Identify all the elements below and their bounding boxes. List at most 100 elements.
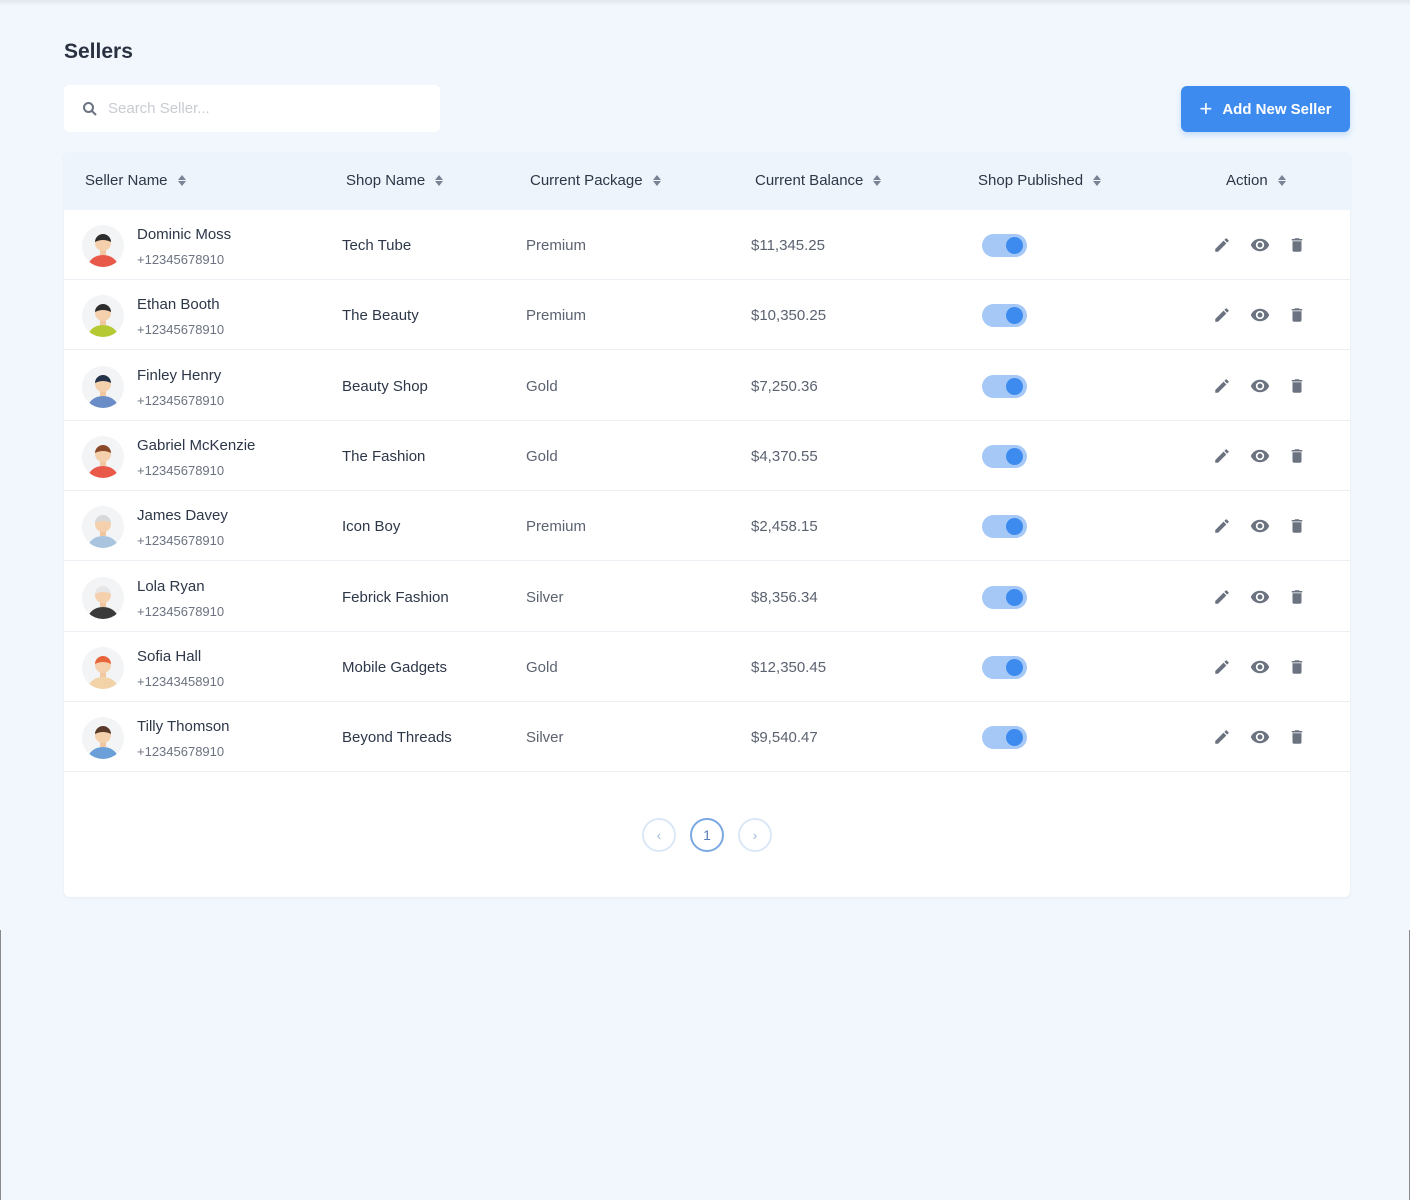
seller-name: Sofia Hall	[137, 647, 202, 665]
column-header-label: Shop Published	[978, 172, 1084, 189]
delete-icon[interactable]	[1286, 515, 1308, 537]
view-icon[interactable]	[1249, 234, 1271, 256]
seller-phone: +12345678910	[137, 462, 225, 478]
view-icon[interactable]	[1249, 515, 1271, 537]
sort-icon[interactable]	[177, 175, 186, 186]
delete-icon[interactable]	[1286, 234, 1308, 256]
current-balance: $2,458.15	[751, 518, 818, 536]
column-header[interactable]: Shop Published	[978, 172, 1102, 189]
sort-icon[interactable]	[873, 175, 882, 186]
delete-icon[interactable]	[1286, 375, 1308, 397]
column-header-label: Current Package	[530, 172, 643, 189]
view-icon[interactable]	[1249, 304, 1271, 326]
column-header[interactable]: Seller Name	[85, 172, 186, 189]
add-new-seller-label: Add New Seller	[1222, 100, 1332, 118]
shop-published-toggle[interactable]	[982, 726, 1027, 750]
edit-icon[interactable]	[1211, 445, 1233, 467]
seller-name: Tilly Thomson	[137, 718, 230, 736]
shop-published-toggle[interactable]	[982, 374, 1027, 398]
seller-phone: +12343458910	[137, 673, 225, 689]
view-icon[interactable]	[1249, 445, 1271, 467]
seller-phone: +12345678910	[137, 533, 225, 549]
shop-published-toggle[interactable]	[982, 444, 1027, 468]
avatar	[82, 646, 124, 689]
sort-icon[interactable]	[1093, 175, 1102, 186]
table-row: Lola Ryan +12345678910 Febrick Fashion S…	[64, 562, 1350, 632]
delete-icon[interactable]	[1286, 445, 1308, 467]
column-header-label: Shop Name	[346, 172, 426, 189]
delete-icon[interactable]	[1286, 726, 1308, 748]
sort-icon[interactable]	[1277, 175, 1286, 186]
delete-icon[interactable]	[1286, 656, 1308, 678]
current-package: Premium	[526, 518, 587, 536]
prev-page-button[interactable]: ‹	[642, 818, 676, 852]
seller-name: Dominic Moss	[137, 226, 232, 243]
delete-icon[interactable]	[1286, 586, 1308, 608]
edit-icon[interactable]	[1211, 515, 1233, 537]
column-header[interactable]: Shop Name	[346, 172, 444, 189]
next-page-button[interactable]: ›	[738, 818, 772, 852]
search-box[interactable]	[64, 85, 440, 132]
shop-published-toggle[interactable]	[982, 234, 1027, 257]
edit-icon[interactable]	[1211, 304, 1233, 326]
table-row: Dominic Moss +12345678910 Tech Tube Prem…	[64, 210, 1350, 280]
current-balance: $12,350.45	[751, 658, 827, 676]
seller-phone: +12345678910	[137, 744, 225, 760]
current-balance: $10,350.25	[751, 307, 827, 325]
add-new-seller-button[interactable]: + Add New Seller	[1181, 86, 1350, 132]
sort-icon[interactable]	[652, 175, 661, 186]
shop-name: Febrick Fashion	[342, 588, 449, 606]
current-package: Gold	[526, 447, 558, 465]
top-shadow	[0, 0, 1410, 6]
table-row: Gabriel McKenzie +12345678910 The Fashio…	[64, 421, 1350, 491]
shop-name: Mobile Gadgets	[342, 658, 448, 676]
seller-name: James Davey	[137, 507, 228, 525]
sort-icon[interactable]	[435, 175, 444, 186]
table-row: Ethan Booth +12345678910 The Beauty Prem…	[64, 280, 1350, 351]
current-balance: $4,370.55	[751, 447, 818, 465]
shop-published-toggle[interactable]	[982, 655, 1027, 679]
table-row: Finley Henry +12345678910 Beauty Shop Go…	[64, 351, 1350, 421]
current-package: Silver	[526, 588, 564, 606]
avatar	[82, 576, 124, 619]
shop-name: Icon Boy	[342, 518, 401, 536]
current-package: Gold	[526, 658, 558, 676]
seller-phone: +12345678910	[137, 603, 225, 619]
sellers-table: Seller Name Shop Name Current Package Curre…	[64, 152, 1350, 897]
delete-icon[interactable]	[1286, 304, 1308, 326]
column-header[interactable]: Current Balance	[755, 172, 882, 189]
current-balance: $9,540.47	[751, 729, 818, 747]
avatar	[82, 365, 124, 408]
shop-published-toggle[interactable]	[982, 304, 1027, 328]
shop-published-toggle[interactable]	[982, 515, 1027, 539]
shop-name: Beauty Shop	[342, 377, 428, 395]
seller-name: Ethan Booth	[137, 296, 220, 314]
edit-icon[interactable]	[1211, 656, 1233, 678]
shop-published-toggle[interactable]	[982, 585, 1027, 609]
shop-name: The Beauty	[342, 307, 419, 325]
edit-icon[interactable]	[1211, 375, 1233, 397]
avatar	[82, 225, 124, 267]
page-1-button[interactable]: 1	[690, 818, 724, 852]
view-icon[interactable]	[1249, 586, 1271, 608]
search-input[interactable]	[108, 100, 408, 117]
seller-name: Gabriel McKenzie	[137, 436, 256, 454]
column-header[interactable]: Current Package	[530, 172, 661, 189]
view-icon[interactable]	[1249, 656, 1271, 678]
seller-name: Lola Ryan	[137, 577, 205, 595]
edit-icon[interactable]	[1211, 234, 1233, 256]
page-title: Sellers	[64, 40, 133, 63]
search-icon	[83, 101, 97, 116]
current-package: Premium	[526, 307, 587, 325]
edit-icon[interactable]	[1211, 586, 1233, 608]
view-icon[interactable]	[1249, 726, 1271, 748]
edit-icon[interactable]	[1211, 726, 1233, 748]
avatar	[82, 506, 124, 549]
table-header: Seller Name Shop Name Current Package Curre…	[64, 152, 1350, 210]
table-row: Tilly Thomson +12345678910 Beyond Thread…	[64, 702, 1350, 773]
shop-name: The Fashion	[342, 447, 426, 465]
avatar	[82, 295, 124, 338]
column-header[interactable]: Action	[1226, 172, 1286, 189]
view-icon[interactable]	[1249, 375, 1271, 397]
avatar	[82, 435, 124, 478]
